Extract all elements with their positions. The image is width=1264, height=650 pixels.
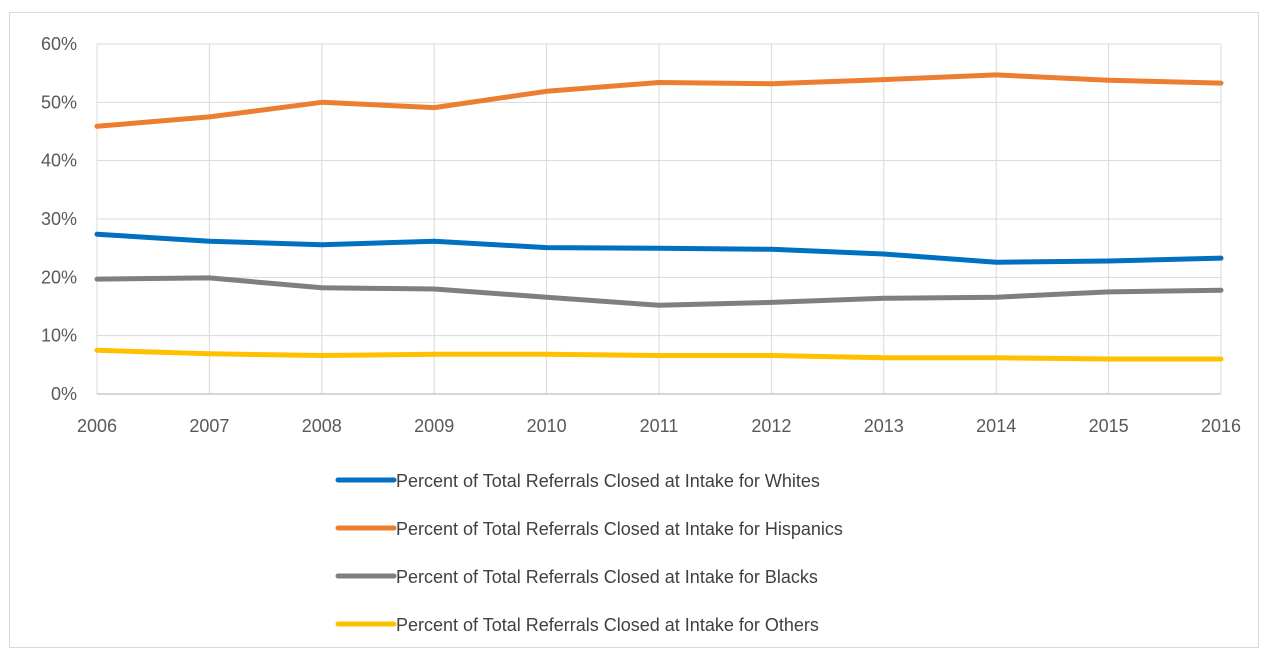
legend-item: Percent of Total Referrals Closed at Int… (335, 615, 819, 635)
x-tick-label: 2009 (414, 416, 454, 436)
legend-item: Percent of Total Referrals Closed at Int… (335, 471, 820, 491)
x-tick-label: 2015 (1089, 416, 1129, 436)
y-tick-label: 40% (41, 151, 77, 171)
x-tick-label: 2007 (189, 416, 229, 436)
x-tick-label: 2016 (1201, 416, 1241, 436)
x-tick-label: 2012 (751, 416, 791, 436)
series-lines (94, 72, 1224, 362)
legend-label: Percent of Total Referrals Closed at Int… (396, 615, 819, 635)
y-tick-label: 0% (51, 384, 77, 404)
y-tick-label: 50% (41, 92, 77, 112)
x-tick-label: 2014 (976, 416, 1016, 436)
legend-label: Percent of Total Referrals Closed at Int… (396, 471, 820, 491)
legend-label: Percent of Total Referrals Closed at Int… (396, 567, 818, 587)
legend-item: Percent of Total Referrals Closed at Int… (335, 519, 843, 539)
y-tick-label: 60% (41, 34, 77, 54)
x-tick-label: 2010 (527, 416, 567, 436)
legend-item: Percent of Total Referrals Closed at Int… (335, 567, 818, 587)
legend-label: Percent of Total Referrals Closed at Int… (396, 519, 843, 539)
x-tick-label: 2008 (302, 416, 342, 436)
x-tick-label: 2013 (864, 416, 904, 436)
y-tick-label: 30% (41, 209, 77, 229)
series-line (94, 347, 1224, 362)
series-line (94, 275, 1224, 308)
series-line (94, 231, 1224, 265)
series-line (94, 72, 1224, 129)
y-tick-label: 20% (41, 267, 77, 287)
x-tick-label: 2006 (77, 416, 117, 436)
x-tick-label: 2011 (640, 416, 679, 436)
legend: Percent of Total Referrals Closed at Int… (335, 471, 843, 635)
gridlines (96, 43, 1222, 394)
y-axis-tick-labels: 0% 10% 20% 30% 40% 50% 60% (41, 34, 77, 404)
x-axis-tick-labels: 2006 2007 2008 2009 2010 2011 2012 2013 2014 2015… (77, 416, 1241, 436)
y-tick-label: 10% (41, 326, 77, 346)
